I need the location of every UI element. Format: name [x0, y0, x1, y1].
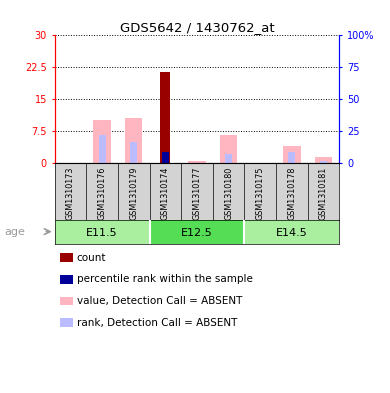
Text: GSM1310178: GSM1310178	[287, 167, 296, 220]
Text: GSM1310173: GSM1310173	[66, 167, 75, 220]
Bar	[99, 135, 106, 163]
Text: GSM1310179: GSM1310179	[129, 167, 138, 220]
Bar	[188, 161, 206, 163]
Bar	[55, 220, 149, 244]
Bar	[315, 156, 332, 163]
Bar	[320, 161, 327, 163]
Text: count: count	[77, 253, 106, 263]
Text: GSM1310177: GSM1310177	[192, 167, 202, 220]
Text: age: age	[4, 227, 25, 237]
Bar	[162, 152, 169, 163]
Text: value, Detection Call = ABSENT: value, Detection Call = ABSENT	[77, 296, 242, 306]
Text: E12.5: E12.5	[181, 228, 213, 238]
Bar	[149, 220, 245, 244]
Bar	[283, 146, 301, 163]
Text: percentile rank within the sample: percentile rank within the sample	[77, 274, 253, 285]
Text: rank, Detection Call = ABSENT: rank, Detection Call = ABSENT	[77, 318, 237, 328]
Text: E14.5: E14.5	[276, 228, 308, 238]
Bar	[225, 154, 232, 163]
Bar	[288, 152, 295, 163]
Bar	[130, 141, 137, 163]
Bar	[245, 220, 339, 244]
Text: GSM1310180: GSM1310180	[224, 167, 233, 220]
Text: GSM1310176: GSM1310176	[98, 167, 106, 220]
Title: GDS5642 / 1430762_at: GDS5642 / 1430762_at	[120, 21, 274, 34]
Text: E11.5: E11.5	[86, 228, 118, 238]
Bar	[220, 135, 237, 163]
Text: GSM1310175: GSM1310175	[256, 167, 265, 220]
Bar	[160, 72, 170, 163]
Bar	[125, 118, 142, 163]
Bar	[93, 120, 111, 163]
Text: GSM1310181: GSM1310181	[319, 167, 328, 220]
Text: GSM1310174: GSM1310174	[161, 167, 170, 220]
